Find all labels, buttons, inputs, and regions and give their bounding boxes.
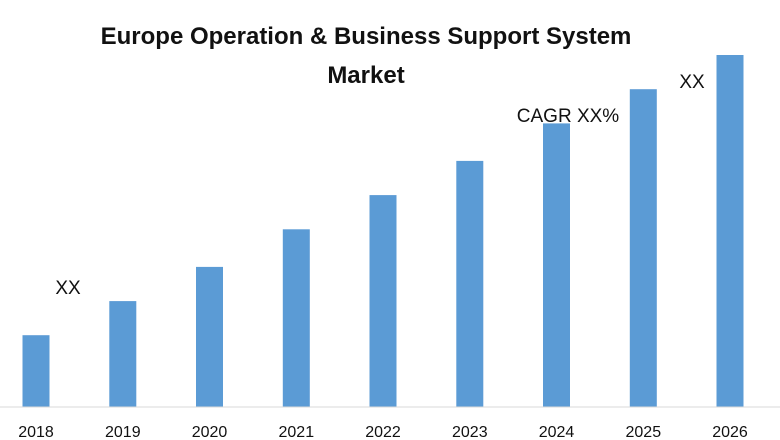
bar-2025 bbox=[629, 89, 657, 407]
bar-2023 bbox=[456, 160, 484, 407]
bar-2026 bbox=[716, 55, 744, 407]
x-tick-label-2019: 2019 bbox=[105, 424, 141, 440]
annotation-end-value: XX bbox=[679, 72, 705, 93]
bar-2020 bbox=[196, 266, 223, 407]
x-tick-label-2026: 2026 bbox=[712, 424, 748, 440]
bars-group bbox=[22, 55, 744, 408]
x-tick-label-2018: 2018 bbox=[18, 424, 54, 440]
bar-2022 bbox=[369, 195, 397, 407]
chart-title-line-2: Market bbox=[327, 62, 404, 89]
bar-2018 bbox=[22, 335, 50, 407]
annotation-start-value: XX bbox=[55, 278, 81, 299]
x-tick-label-2022: 2022 bbox=[365, 424, 401, 440]
x-tick-label-2023: 2023 bbox=[452, 424, 488, 440]
x-tick-labels: 2018 2019 2020 2021 2022 2023 2024 2025 2026 bbox=[18, 424, 748, 440]
bar-2021 bbox=[282, 229, 310, 407]
x-tick-label-2020: 2020 bbox=[192, 424, 228, 440]
chart-title-line-1: Europe Operation & Business Support Syst… bbox=[101, 23, 632, 50]
bar-2019 bbox=[109, 301, 137, 407]
x-tick-label-2021: 2021 bbox=[279, 424, 315, 440]
x-tick-label-2025: 2025 bbox=[626, 424, 662, 440]
annotation-cagr: CAGR XX% bbox=[517, 106, 620, 127]
bar-2024 bbox=[543, 123, 570, 408]
x-tick-label-2024: 2024 bbox=[539, 424, 575, 440]
